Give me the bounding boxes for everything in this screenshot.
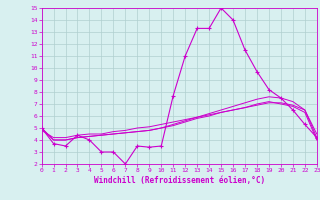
X-axis label: Windchill (Refroidissement éolien,°C): Windchill (Refroidissement éolien,°C) [94, 176, 265, 185]
